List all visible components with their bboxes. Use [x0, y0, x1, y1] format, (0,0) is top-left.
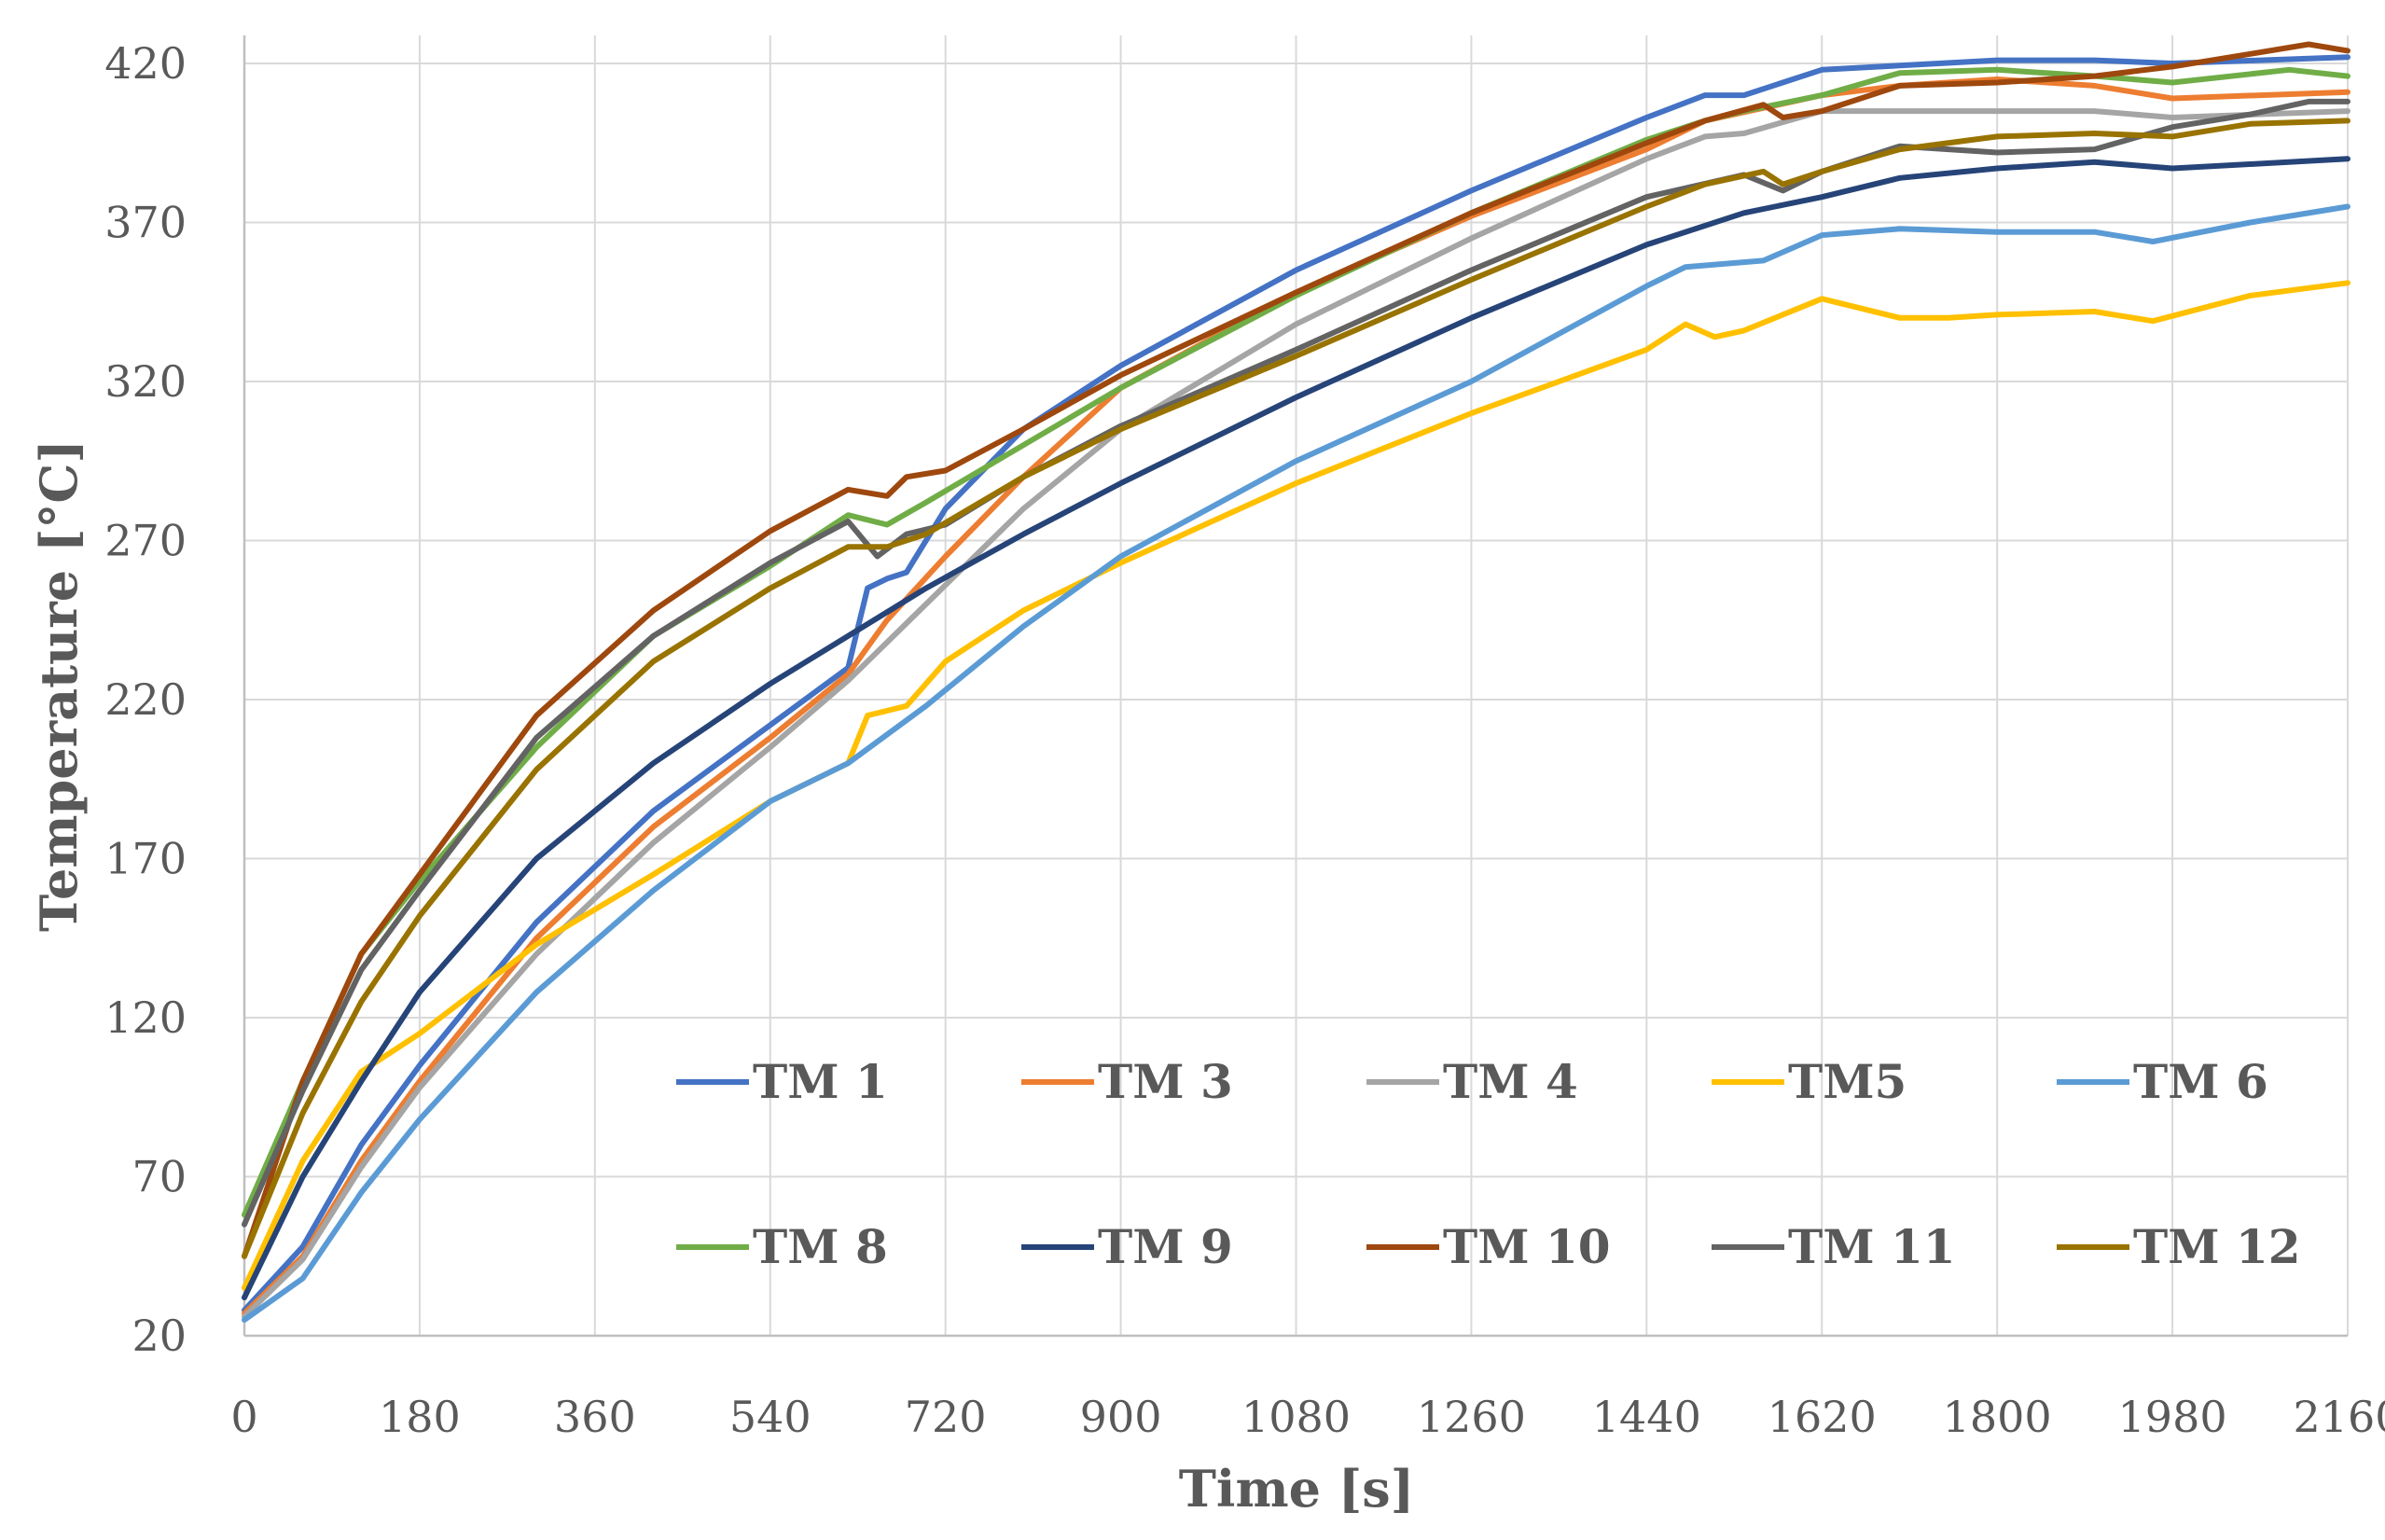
legend-label: TM 8: [753, 1219, 888, 1274]
x-tick-label: 1980: [2118, 1392, 2227, 1442]
legend-label: TM 4: [1443, 1054, 1578, 1109]
x-tick-label: 1260: [1417, 1392, 1526, 1442]
grid-lines: [244, 35, 2349, 1336]
y-tick-label: 270: [104, 516, 187, 566]
series-line-tm5: [242, 280, 2350, 1291]
x-tick-labels: 0 180 360 540 720 900 1080 1260 1440 1620 1800 1980…: [230, 1392, 2385, 1442]
legend-entry: TM 10: [1366, 1219, 1611, 1274]
legend-entry: TM 4: [1366, 1054, 1578, 1109]
y-tick-label: 20: [132, 1311, 187, 1361]
y-tick-label: 420: [104, 38, 187, 89]
legend-label: TM5: [1788, 1054, 1907, 1109]
legend-label: TM 9: [1098, 1219, 1233, 1274]
legend-label: TM 11: [1788, 1219, 1956, 1274]
legend-label: TM 1: [753, 1054, 888, 1109]
y-axis-title: Temperature [°C]: [29, 439, 89, 932]
x-tick-label: 2160: [2293, 1392, 2385, 1442]
legend-label: TM 6: [2133, 1054, 2268, 1109]
y-tick-labels: 20 70 120 170 220 270 320 370 420: [104, 38, 187, 1361]
series-line-tm-10: [242, 41, 2350, 1259]
series-line-tm-6: [242, 203, 2350, 1323]
x-axis-title: Time [s]: [1179, 1459, 1415, 1519]
legend-entry: TM5: [1712, 1054, 1907, 1109]
series-line-tm-11: [242, 98, 2350, 1228]
x-tick-label: 180: [379, 1392, 461, 1442]
legend-entry: TM 11: [1712, 1219, 1956, 1274]
legend-entry: TM 9: [1021, 1219, 1233, 1274]
legend-label: TM 10: [1443, 1219, 1611, 1274]
legend-entry: TM 12: [2057, 1219, 2301, 1274]
series-line-tm-12: [242, 118, 2350, 1259]
x-tick-label: 1800: [1943, 1392, 2052, 1442]
x-tick-label: 360: [554, 1392, 636, 1442]
series-line-tm-8: [242, 66, 2350, 1218]
y-tick-label: 120: [104, 992, 187, 1043]
y-tick-label: 170: [104, 834, 187, 884]
x-tick-label: 900: [1080, 1392, 1162, 1442]
legend-entry: TM 1: [676, 1054, 888, 1109]
legend: TM 1 TM 3 TM 4 TM5 TM 6 TM 8 TM 9 TM 10 TM 11 TM …: [676, 1054, 2301, 1274]
x-tick-label: 540: [729, 1392, 811, 1442]
x-tick-label: 720: [905, 1392, 987, 1442]
legend-entry: TM 8: [676, 1219, 888, 1274]
y-tick-label: 320: [104, 356, 187, 407]
legend-label: TM 12: [2133, 1219, 2301, 1274]
legend-entry: TM 3: [1021, 1054, 1233, 1109]
x-tick-label: 1080: [1241, 1392, 1351, 1442]
y-tick-label: 220: [104, 674, 187, 725]
y-tick-label: 370: [104, 198, 187, 248]
series-line-tm-9: [242, 156, 2350, 1301]
legend-entry: TM 6: [2057, 1054, 2268, 1109]
series-lines: [242, 41, 2350, 1323]
x-tick-label: 0: [230, 1392, 257, 1442]
x-tick-label: 1620: [1768, 1392, 1877, 1442]
y-tick-label: 70: [132, 1152, 187, 1202]
legend-label: TM 3: [1098, 1054, 1233, 1109]
x-tick-label: 1440: [1592, 1392, 1701, 1442]
axes: [243, 35, 2348, 1338]
